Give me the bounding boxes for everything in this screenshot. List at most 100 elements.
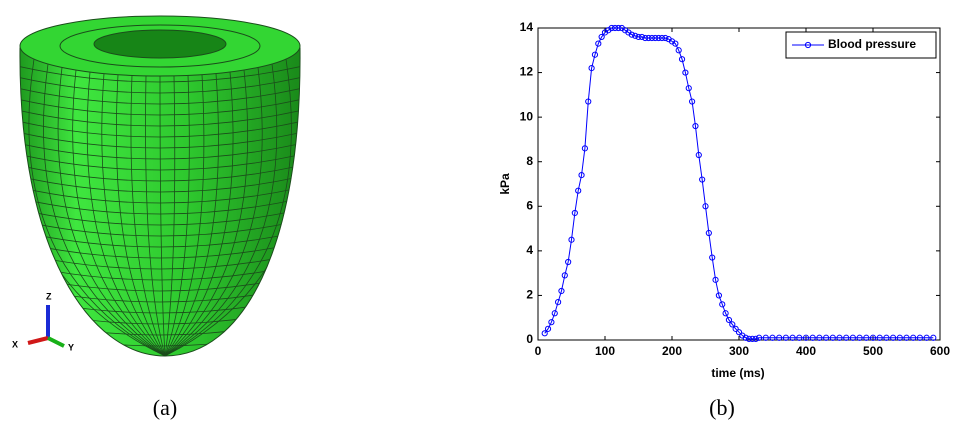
data-point xyxy=(796,334,803,341)
mesh-line xyxy=(164,59,292,356)
data-point xyxy=(849,334,857,341)
data-point xyxy=(742,334,749,341)
data-point xyxy=(658,34,666,42)
y-tick-label: 6 xyxy=(526,198,533,212)
mesh-line xyxy=(28,59,166,356)
mesh-line xyxy=(0,359,320,379)
x-axis-label: time (ms) xyxy=(711,366,764,380)
legend-marker xyxy=(804,41,812,49)
data-point xyxy=(809,334,816,341)
mesh-line xyxy=(19,171,301,193)
data-point xyxy=(541,330,548,337)
data-point xyxy=(890,334,897,341)
mesh-line xyxy=(164,75,190,356)
data-point xyxy=(769,334,776,341)
data-point xyxy=(843,334,850,341)
data-point xyxy=(655,34,662,42)
mesh-line xyxy=(159,75,166,356)
data-point xyxy=(715,292,723,299)
panel-label: (b) xyxy=(709,395,735,420)
mesh-line xyxy=(57,67,166,356)
data-point xyxy=(916,334,924,341)
data-point xyxy=(883,334,890,341)
data-point xyxy=(910,334,917,341)
data-point xyxy=(856,334,863,341)
data-point xyxy=(735,329,743,336)
mesh-line xyxy=(19,182,301,204)
axis-triad: Z X Y xyxy=(12,291,74,352)
data-point xyxy=(903,334,910,341)
data-point xyxy=(611,24,619,32)
data-point xyxy=(578,171,585,179)
data-point xyxy=(702,203,709,210)
mesh-line xyxy=(164,74,205,356)
x-tick-label: 500 xyxy=(863,344,883,358)
mesh-line xyxy=(164,69,249,356)
mesh-line xyxy=(72,69,166,356)
y-axis-label: kPa xyxy=(498,173,512,195)
data-point xyxy=(628,31,635,38)
data-point xyxy=(732,325,739,332)
data-point xyxy=(816,334,823,341)
data-point xyxy=(896,334,903,341)
data-point xyxy=(632,32,639,39)
data-point xyxy=(662,34,669,42)
y-arrow xyxy=(47,336,65,348)
data-point xyxy=(591,51,599,58)
plot-area xyxy=(537,27,941,341)
x-tick-label: 600 xyxy=(930,344,950,358)
data-point xyxy=(575,187,582,194)
mesh-line xyxy=(101,73,166,356)
data-point xyxy=(752,335,759,342)
data-point xyxy=(923,334,930,341)
z-label: Z xyxy=(46,291,52,301)
data-point xyxy=(705,229,712,237)
x-tick-label: 100 xyxy=(595,344,615,358)
x-tick-label: 300 xyxy=(729,344,749,358)
mesh-line xyxy=(164,67,263,356)
data-point xyxy=(685,85,692,92)
y-tick-label: 14 xyxy=(520,20,534,34)
series-line xyxy=(544,27,934,340)
data-point xyxy=(645,34,652,42)
y-tick-label: 2 xyxy=(526,288,533,302)
data-point xyxy=(595,40,602,47)
data-point xyxy=(581,145,589,152)
mesh-line xyxy=(43,63,166,356)
data-point xyxy=(699,176,706,183)
x-tick-label: 0 xyxy=(535,344,542,358)
mesh-line xyxy=(115,74,166,356)
x-tick-label: 200 xyxy=(662,344,682,358)
data-point xyxy=(638,33,645,41)
y-tick-label: 8 xyxy=(526,154,533,168)
data-point xyxy=(551,310,558,317)
data-point xyxy=(745,335,753,342)
data-point xyxy=(863,334,870,341)
data-point xyxy=(682,69,689,76)
mesh-hole xyxy=(93,29,227,59)
legend-label: Blood pressure xyxy=(828,37,916,51)
data-point xyxy=(608,24,615,32)
y-tick-label: 12 xyxy=(520,65,534,79)
mesh-line xyxy=(164,73,219,356)
data-point xyxy=(829,334,836,341)
data-point xyxy=(782,334,790,341)
mesh-line xyxy=(164,75,176,356)
data-point xyxy=(548,319,555,326)
x-tick-label: 400 xyxy=(796,344,816,358)
data-point xyxy=(725,316,733,324)
mesh-line xyxy=(19,160,301,182)
data-point xyxy=(836,334,843,341)
data-point xyxy=(776,334,783,341)
data-point xyxy=(712,276,719,283)
data-point xyxy=(544,325,552,332)
data-point xyxy=(689,98,696,105)
data-point xyxy=(756,334,763,341)
data-point xyxy=(722,310,729,317)
data-point xyxy=(876,334,883,341)
mesh-line xyxy=(86,71,166,356)
data-point xyxy=(678,56,686,63)
data-point xyxy=(675,47,682,54)
data-point xyxy=(802,334,810,341)
